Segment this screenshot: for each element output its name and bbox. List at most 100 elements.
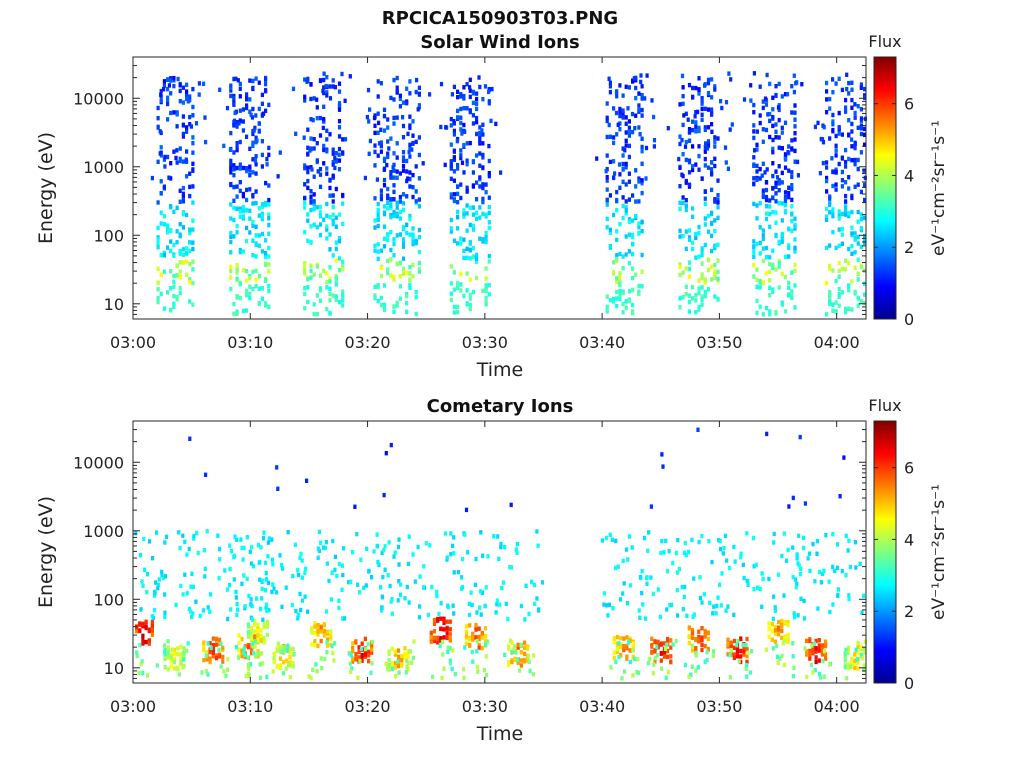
heatmap-cell xyxy=(379,149,383,154)
heatmap-cell xyxy=(676,613,680,618)
heatmap-cell xyxy=(416,107,420,112)
heatmap-cell xyxy=(859,299,863,304)
heatmap-cell xyxy=(853,231,857,236)
heatmap-cell xyxy=(780,271,784,276)
heatmap-cell xyxy=(387,663,391,668)
heatmap-cell xyxy=(840,232,844,237)
heatmap-cell xyxy=(278,665,283,671)
heatmap-cell xyxy=(776,654,780,659)
heatmap-cell xyxy=(238,166,242,171)
heatmap-cell xyxy=(631,218,635,223)
heatmap-cell xyxy=(618,83,622,88)
heatmap-cell xyxy=(408,125,412,131)
heatmap-cell xyxy=(395,261,399,266)
heatmap-cell xyxy=(678,262,682,267)
heatmap-cell xyxy=(241,557,245,562)
heatmap-cell xyxy=(254,277,258,283)
heatmap-cell xyxy=(621,558,625,564)
heatmap-cell xyxy=(166,154,170,160)
heatmap-cell xyxy=(462,170,466,175)
heatmap-cell xyxy=(783,157,788,162)
heatmap-cell xyxy=(196,550,200,556)
heatmap-cell xyxy=(315,264,319,269)
heatmap-cell xyxy=(755,310,759,316)
heatmap-cell xyxy=(309,240,313,245)
heatmap-cell xyxy=(411,274,415,279)
heatmap-cell xyxy=(795,552,799,557)
heatmap-cell xyxy=(813,667,817,673)
heatmap-cell xyxy=(255,596,259,601)
heatmap-cell xyxy=(615,132,619,137)
heatmap-cell xyxy=(764,255,769,260)
heatmap-cell xyxy=(265,619,269,625)
heatmap-cell xyxy=(621,115,625,120)
heatmap-cell xyxy=(618,289,622,294)
heatmap-cell xyxy=(245,166,249,171)
heatmap-cell xyxy=(395,211,399,216)
heatmap-cell xyxy=(497,556,501,562)
heatmap-cell xyxy=(471,289,475,295)
heatmap-cell xyxy=(694,668,698,673)
heatmap-cell xyxy=(837,268,841,273)
heatmap-cell xyxy=(678,184,682,189)
heatmap-cell xyxy=(484,230,488,236)
heatmap-cell xyxy=(363,652,367,657)
heatmap-cell xyxy=(460,160,465,165)
heatmap-cell xyxy=(172,294,176,299)
heatmap-cell xyxy=(844,212,848,217)
heatmap-cell xyxy=(831,602,835,607)
heatmap-cell xyxy=(172,659,176,664)
heatmap-cell xyxy=(619,642,623,647)
heatmap-cell xyxy=(536,543,540,548)
heatmap-cell xyxy=(768,255,772,260)
plot-frame xyxy=(132,56,867,320)
heatmap-cell xyxy=(475,115,479,121)
heatmap-cell xyxy=(248,168,252,173)
heatmap-cell xyxy=(267,254,271,259)
heatmap-cell xyxy=(185,251,189,256)
heatmap-cell xyxy=(340,71,344,77)
heatmap-cell xyxy=(659,651,663,656)
heatmap-cell xyxy=(151,615,155,621)
heatmap-cell xyxy=(786,150,790,155)
heatmap-cell xyxy=(246,630,250,635)
heatmap-cell xyxy=(202,81,206,86)
heatmap-cell xyxy=(282,645,286,650)
heatmap-cell xyxy=(624,130,628,135)
heatmap-cell xyxy=(181,100,185,105)
heatmap-cell xyxy=(853,658,857,663)
heatmap-cell xyxy=(191,135,195,140)
heatmap-cell xyxy=(303,270,307,276)
heatmap-cell xyxy=(452,198,456,204)
heatmap-cell xyxy=(379,248,383,253)
panel-solar-wind-ions: Solar Wind Ions 03:00 03:10 03:20 03:30 03:4… xyxy=(35,32,949,381)
heatmap-cell xyxy=(859,244,863,250)
heatmap-cell xyxy=(262,111,266,116)
heatmap-cell xyxy=(382,128,387,133)
heatmap-cell xyxy=(179,657,183,662)
heatmap-cell xyxy=(624,143,628,148)
heatmap-cell xyxy=(820,137,825,142)
heatmap-cell xyxy=(684,198,688,203)
heatmap-cell xyxy=(163,574,168,579)
heatmap-cell xyxy=(169,78,173,83)
heatmap-cell xyxy=(607,76,611,81)
heatmap-cell xyxy=(683,144,688,149)
heatmap-cell xyxy=(394,674,398,679)
heatmap-cell xyxy=(351,648,355,654)
heatmap-cell xyxy=(481,196,485,202)
heatmap-cell xyxy=(619,644,623,650)
heatmap-cell xyxy=(318,210,323,215)
heatmap-cell xyxy=(242,573,246,578)
heatmap-cell xyxy=(169,248,173,254)
heatmap-cell xyxy=(162,222,166,227)
heatmap-cell xyxy=(181,533,185,538)
heatmap-cell xyxy=(487,259,491,264)
heatmap-cell xyxy=(334,246,338,252)
heatmap-cell xyxy=(238,209,242,214)
heatmap-cell xyxy=(793,131,797,136)
heatmap-cell xyxy=(312,272,316,277)
heatmap-cell xyxy=(387,540,391,545)
heatmap-cell xyxy=(260,231,264,237)
heatmap-cell xyxy=(221,654,225,660)
